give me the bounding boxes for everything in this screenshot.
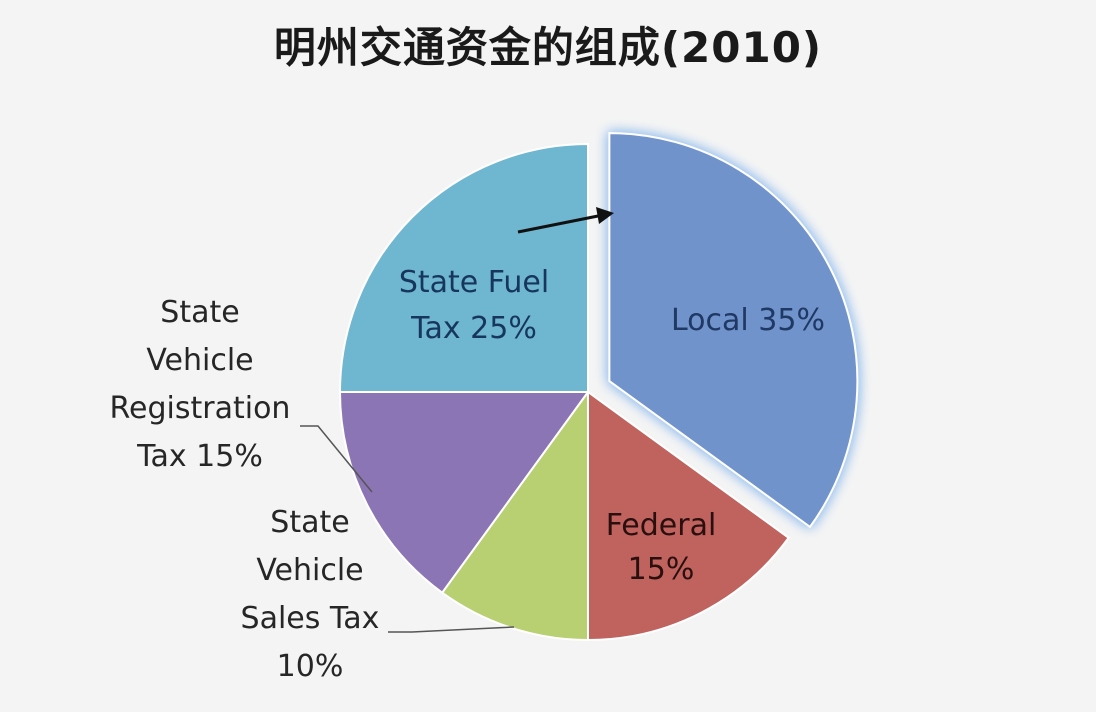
label-local: Local 35% <box>671 303 825 338</box>
label-federal: Federal 15% <box>606 508 717 587</box>
arrow-head <box>596 207 614 224</box>
label-local-line-0: Local 35% <box>671 303 825 338</box>
label-registration-line-0: State <box>160 295 239 330</box>
label-fuel: State Fuel Tax 25% <box>399 265 549 346</box>
label-federal-line-0: Federal <box>606 508 717 543</box>
leader-line-registration <box>300 425 373 493</box>
slice-fuel <box>338 142 589 393</box>
label-sales-line-0: State <box>270 505 349 540</box>
label-sales-line-1: Vehicle <box>256 553 363 588</box>
leader-lines <box>300 425 515 633</box>
leader-line-sales <box>388 626 515 633</box>
annotations <box>517 207 614 234</box>
label-sales: State Vehicle Sales Tax 10% <box>241 505 380 684</box>
slice-registration <box>338 391 590 595</box>
slice-local <box>608 132 859 529</box>
slice-labels: Local 35% Federal 15% State Vehicle Sales Tax… <box>110 265 825 684</box>
label-registration-line-2: Registration <box>110 391 291 426</box>
slice-federal <box>587 390 791 642</box>
label-registration: State Vehicle Registration Tax 15% <box>110 295 291 474</box>
label-registration-line-1: Vehicle <box>146 343 253 378</box>
label-sales-line-2: Sales Tax <box>241 601 380 636</box>
label-sales-line-3: 10% <box>277 649 344 684</box>
label-registration-line-3: Tax 15% <box>136 439 263 474</box>
label-fuel-line-0: State Fuel <box>399 265 549 300</box>
pie-slices <box>338 132 859 642</box>
label-fuel-line-1: Tax 25% <box>410 311 537 346</box>
chart-title: 明州交通资金的组成(2010) <box>273 23 823 72</box>
arrow-line <box>517 214 599 234</box>
label-federal-line-1: 15% <box>628 552 695 587</box>
